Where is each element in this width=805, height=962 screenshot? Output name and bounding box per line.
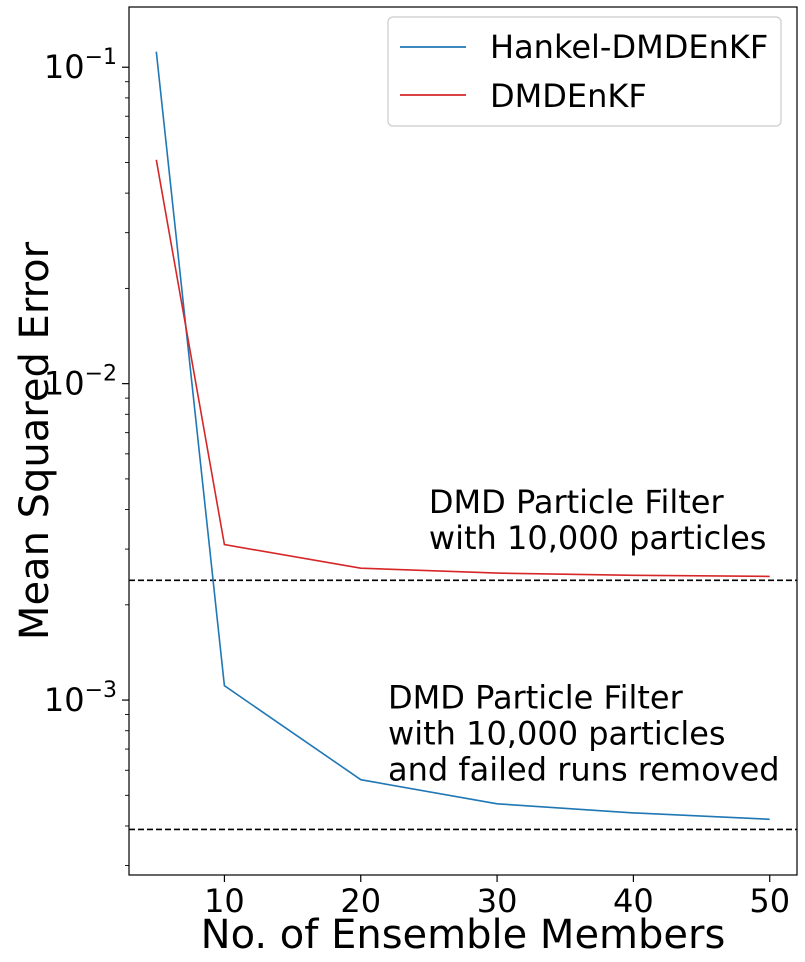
annotation-0-line-1: with 10,000 particles [429,519,767,557]
x-axis-ticks: 10 20 30 40 50 [204,875,790,920]
x-tick-label-40: 40 [613,882,654,920]
series-lines [155,51,770,821]
legend-box [387,16,782,127]
annotation-1-line-0: DMD Particle Filter [388,679,684,717]
x-tick-label-10: 10 [204,882,245,920]
y-tick-label-2: 10−3 [44,678,117,719]
legend-label-dmdenkf: DMDEnKF [490,77,647,115]
annotation-0-line-0: DMD Particle Filter [429,483,725,521]
plot-frame [128,6,798,876]
reference-lines [129,579,797,831]
annotation-1-line-2: and failed runs removed [388,751,780,789]
legend-label-hankel-dmdenkf: Hankel-DMDEnKF [490,28,768,66]
y-tick-label-1: 10−2 [44,362,117,403]
annotation-1-line-1: with 10,000 particles [388,715,726,753]
x-tick-label-30: 30 [477,882,518,920]
y-axis-label: Mean Squared Error [12,241,58,640]
y-axis-ticks: 10−1 10−2 10−3 [44,45,129,866]
series-line-dmdenkf [155,159,770,578]
x-tick-label-20: 20 [340,882,381,920]
x-axis-label: No. of Ensemble Members [201,912,726,958]
y-tick-label-0: 10−1 [44,45,117,86]
legend: Hankel-DMDEnKF DMDEnKF [387,16,782,127]
x-tick-label-50: 50 [749,882,790,920]
series-line-hankel-dmdenkf [155,51,770,821]
